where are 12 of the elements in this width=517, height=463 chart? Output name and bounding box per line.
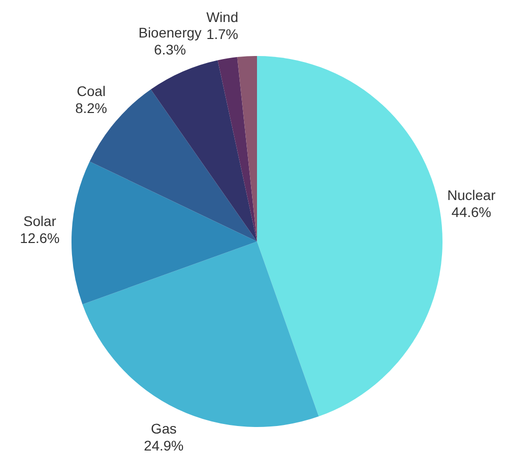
data-label: 6.3%: [154, 42, 186, 58]
slice-label: Nuclear: [447, 187, 496, 204]
slice-label: Bioenergy: [138, 24, 202, 41]
data-label: 12.6%: [20, 230, 60, 246]
data-label: 8.2%: [75, 100, 108, 116]
data-label: 1.7%: [206, 26, 238, 42]
data-label: 44.6%: [452, 204, 492, 220]
slice-label: Coal: [76, 83, 106, 100]
slice-label: Solar: [23, 212, 56, 229]
data-label: 24.9%: [144, 437, 184, 454]
slice-label: Gas: [150, 420, 177, 436]
slice-label: Wind: [206, 9, 238, 26]
